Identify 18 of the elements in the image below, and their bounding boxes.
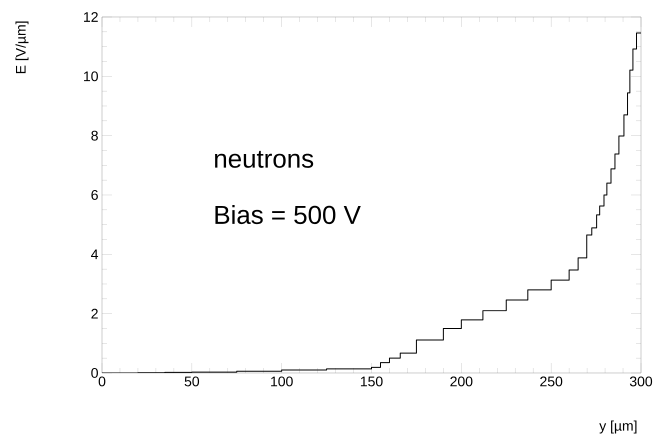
- x-tick-label: 0: [98, 376, 106, 386]
- y-tick-label: 2: [91, 308, 98, 319]
- x-tick-label: 150: [360, 376, 383, 386]
- x-tick-label: 250: [540, 376, 562, 386]
- x-axis-title: y [µm]: [599, 420, 636, 434]
- x-tick-label: 100: [271, 376, 293, 386]
- y-tick-label: 4: [91, 250, 98, 260]
- y-tick-label: 10: [84, 71, 98, 82]
- annotation: neutrons: [215, 150, 314, 168]
- y-tick-label: 0: [91, 368, 98, 378]
- y-tick-label: 12: [84, 12, 98, 22]
- annotation: Bias = 500 V: [215, 205, 361, 224]
- y-axis-title: E [V/µm]: [15, 22, 28, 74]
- y-tick-label: 8: [91, 130, 98, 141]
- x-tick-label: 300: [630, 376, 652, 386]
- x-tick-label: 50: [184, 376, 200, 386]
- y-tick-label: 6: [91, 190, 98, 200]
- x-tick-label: 200: [450, 376, 472, 386]
